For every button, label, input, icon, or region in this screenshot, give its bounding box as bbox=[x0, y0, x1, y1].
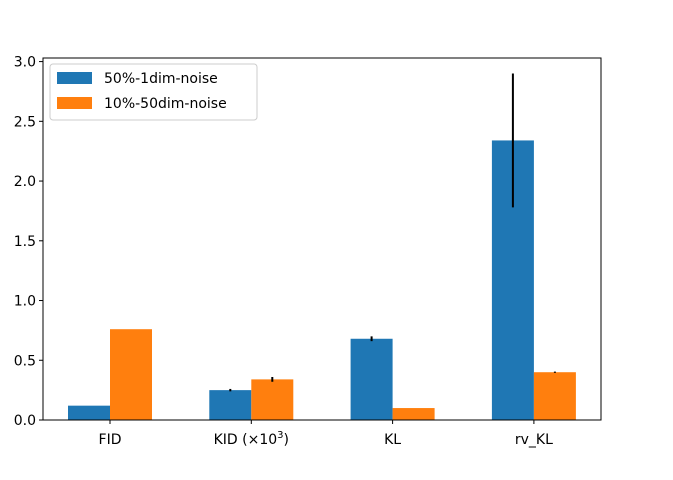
bar-50pct-1dim-noise-2 bbox=[350, 338, 393, 420]
bar-10pct-50dim-noise-3 bbox=[533, 372, 576, 420]
y-tick-label: 1.0 bbox=[14, 294, 36, 310]
bar-10pct-50dim-noise-0 bbox=[110, 329, 152, 420]
y-tick-label: 0.5 bbox=[14, 353, 36, 369]
bars-layer bbox=[68, 140, 576, 420]
x-tick-label: rv_KL bbox=[515, 432, 553, 448]
y-tick-label: 3.0 bbox=[14, 55, 36, 71]
x-tick-label: KID (×103) bbox=[214, 430, 289, 448]
bar-10pct-50dim-noise-2 bbox=[392, 408, 435, 420]
bar-50pct-1dim-noise-1 bbox=[209, 390, 252, 420]
x-tick-label: FID bbox=[99, 432, 122, 448]
legend-box bbox=[49, 63, 258, 121]
plot-area-frame bbox=[42, 57, 602, 421]
bar-50pct-1dim-noise-0 bbox=[68, 405, 110, 420]
y-axis: 0.0 0.5 1.0 1.5 2.0 2.5 3.0 bbox=[14, 55, 43, 429]
y-tick-label: 0.0 bbox=[14, 413, 36, 429]
bar-10pct-50dim-noise-1 bbox=[251, 379, 294, 420]
x-axis: FID KID (×103) KL rv_KL bbox=[99, 420, 553, 448]
legend-label-10pct-50dim-noise: 10%-50dim-noise bbox=[104, 96, 227, 112]
x-tick-label: KL bbox=[384, 432, 401, 448]
y-tick-label: 2.0 bbox=[14, 174, 36, 190]
legend-label-50pct-1dim-noise: 50%-1dim-noise bbox=[104, 71, 218, 87]
error-bars-layer bbox=[229, 73, 556, 392]
legend: 50%-1dim-noise 10%-50dim-noise bbox=[49, 63, 258, 121]
y-tick-label: 2.5 bbox=[14, 114, 36, 130]
legend-swatch-10pct-50dim-noise bbox=[57, 97, 92, 109]
y-tick-label: 1.5 bbox=[14, 234, 36, 250]
legend-swatch-50pct-1dim-noise bbox=[57, 72, 92, 84]
